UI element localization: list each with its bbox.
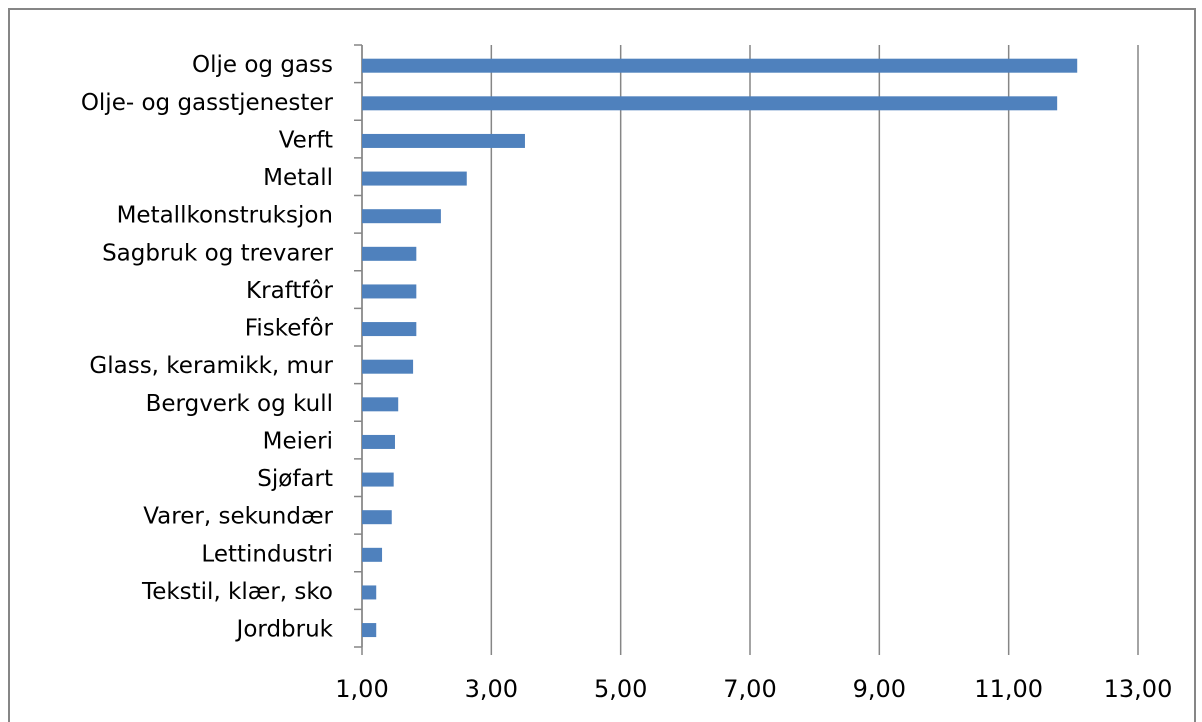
x-tick-label: 11,00 xyxy=(974,675,1043,703)
x-tick-label: 7,00 xyxy=(723,675,776,703)
bar xyxy=(362,171,467,186)
y-tick-label: Sjøfart xyxy=(257,466,333,492)
y-tick-label: Bergverk og kull xyxy=(146,391,333,417)
y-tick-label: Metall xyxy=(263,165,333,191)
bar xyxy=(362,58,1078,73)
chart-frame xyxy=(8,8,1196,722)
x-tick-label: 5,00 xyxy=(594,675,647,703)
x-tick-label: 9,00 xyxy=(853,675,906,703)
y-tick-label: Jordbruk xyxy=(235,617,334,643)
y-tick-label: Olje og gass xyxy=(192,52,333,78)
bar xyxy=(362,585,377,600)
y-tick-label: Olje- og gasstjenester xyxy=(81,90,334,116)
y-tick-label: Sagbruk og trevarer xyxy=(102,240,333,266)
bar xyxy=(362,547,383,562)
bar xyxy=(362,96,1058,111)
bar xyxy=(362,209,441,224)
y-tick-label: Lettindustri xyxy=(201,541,333,567)
y-tick-label: Varer, sekundær xyxy=(143,504,333,530)
x-tick-label: 3,00 xyxy=(465,675,518,703)
bar xyxy=(362,397,399,412)
x-tick-label: 1,00 xyxy=(335,675,388,703)
bar xyxy=(362,510,392,525)
y-tick-label: Meieri xyxy=(263,428,333,454)
y-tick-label: Glass, keramikk, mur xyxy=(89,353,333,379)
x-tick-label: 13,00 xyxy=(1104,675,1173,703)
bar xyxy=(362,359,414,374)
bar xyxy=(362,434,395,449)
bar xyxy=(362,246,417,261)
bar xyxy=(362,133,525,148)
y-tick-label: Kraftfôr xyxy=(246,278,334,304)
y-tick-label: Verft xyxy=(279,127,333,153)
y-tick-label: Tekstil, klær, sko xyxy=(141,579,333,605)
bar xyxy=(362,322,417,337)
bar xyxy=(362,623,377,638)
y-tick-label: Fiskefôr xyxy=(245,316,334,342)
bar xyxy=(362,284,417,299)
y-tick-label: Metallkonstruksjon xyxy=(117,203,333,229)
bar xyxy=(362,472,394,487)
